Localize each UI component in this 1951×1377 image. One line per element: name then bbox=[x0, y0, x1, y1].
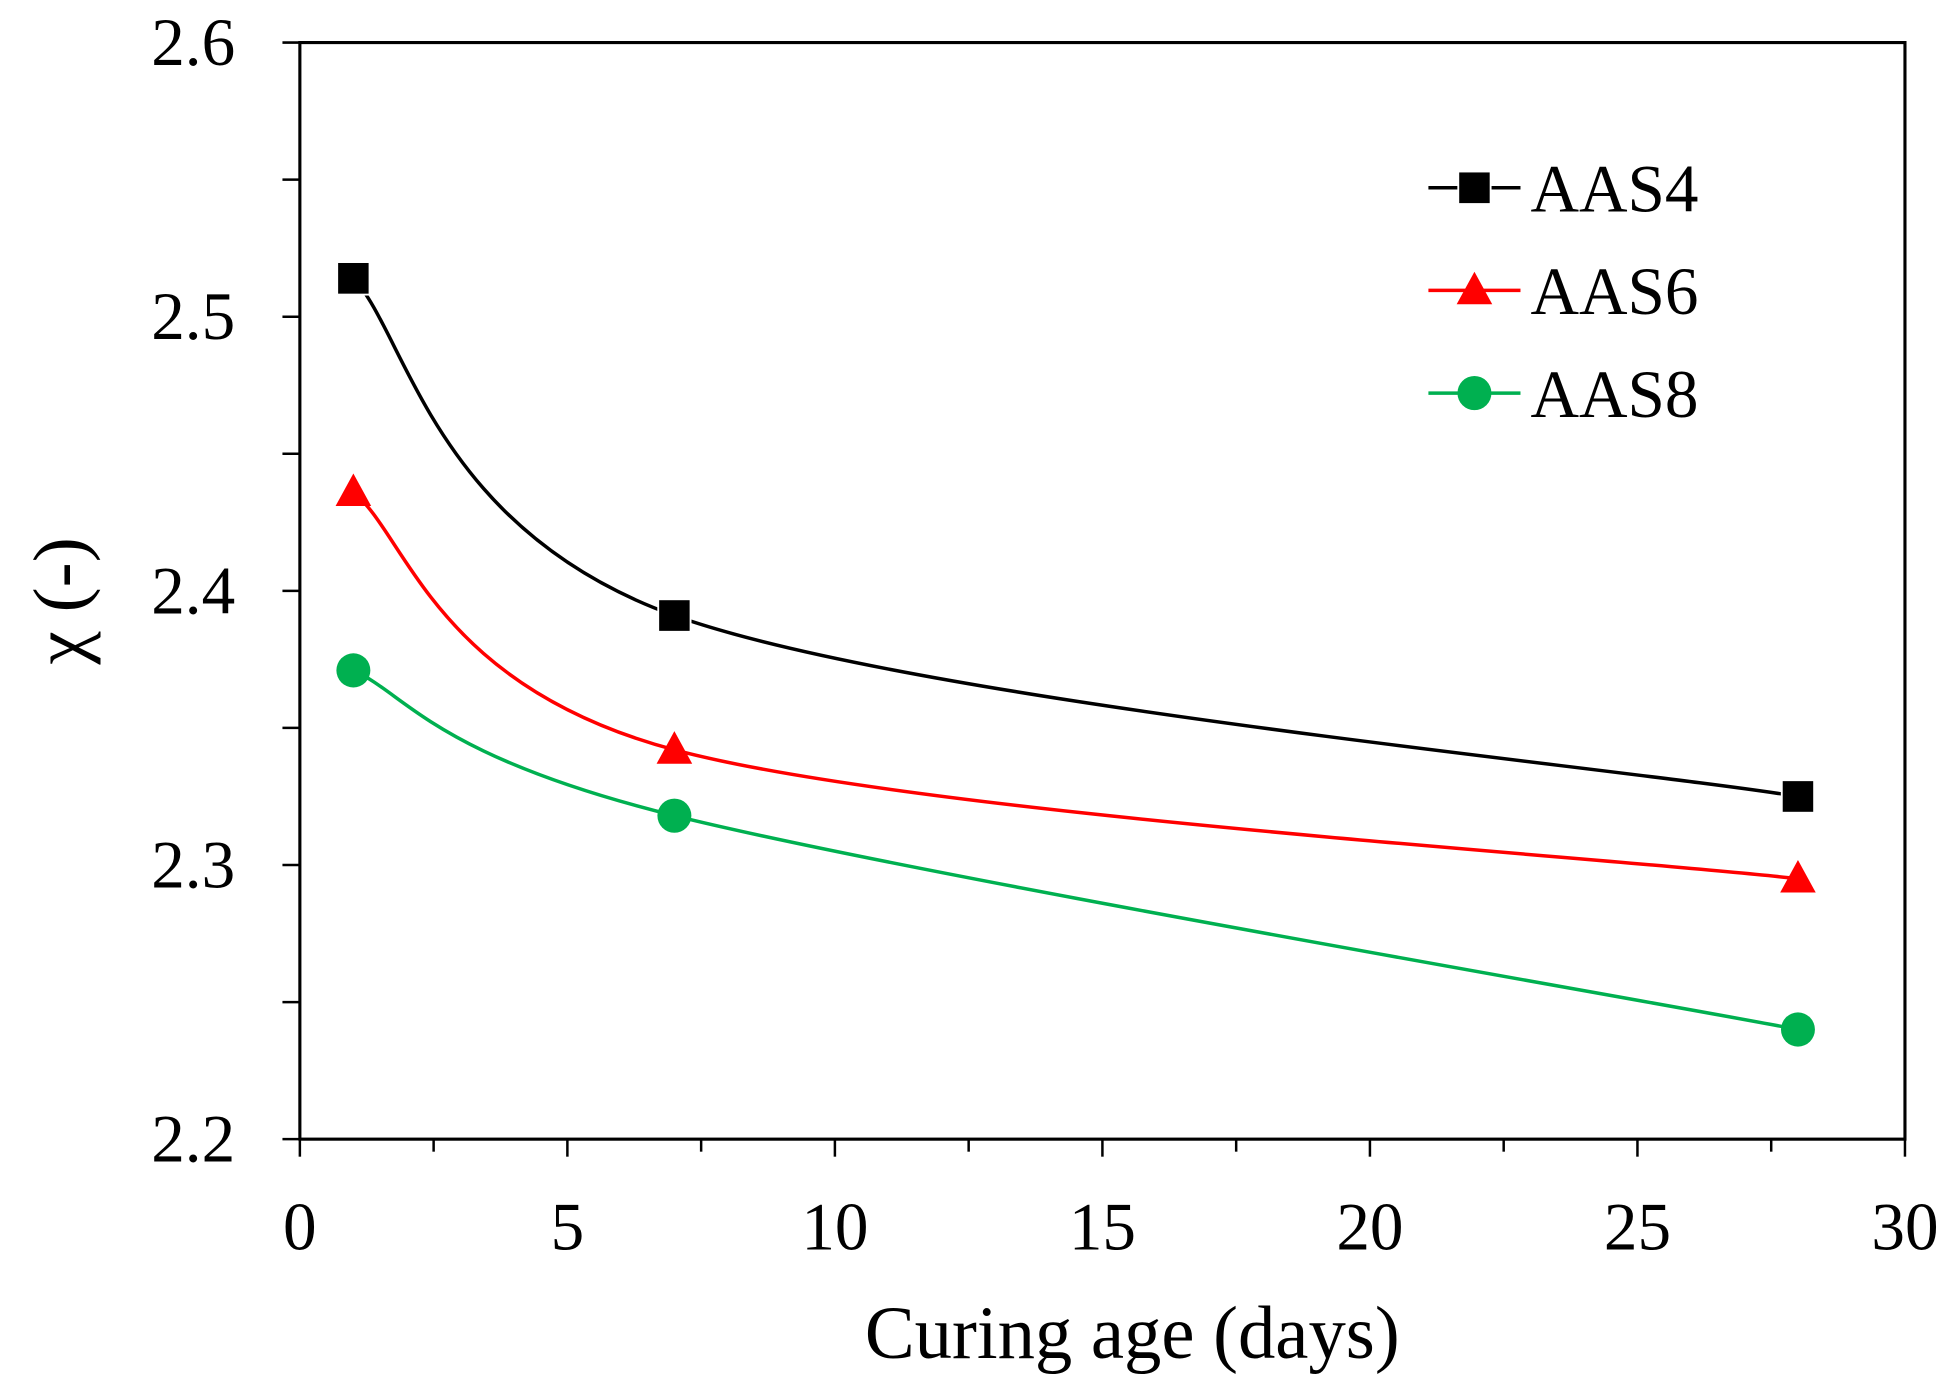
legend-label: AAS4 bbox=[1530, 151, 1698, 226]
legend-item-aas6: AAS6 bbox=[1428, 254, 1698, 329]
square-marker bbox=[336, 261, 371, 296]
square-marker bbox=[657, 598, 692, 633]
x-tick-label: 30 bbox=[1871, 1189, 1938, 1264]
triangle-marker bbox=[1456, 271, 1493, 305]
legend-label: AAS8 bbox=[1530, 357, 1698, 432]
series-aas8 bbox=[336, 653, 1815, 1047]
triangle-marker bbox=[335, 473, 372, 506]
x-tick-label: 25 bbox=[1604, 1189, 1671, 1264]
circle-marker bbox=[1457, 375, 1492, 411]
legend-item-aas4: AAS4 bbox=[1428, 151, 1698, 227]
y-tick-label: 2.5 bbox=[151, 279, 235, 354]
series-group bbox=[335, 261, 1816, 1047]
circle-marker bbox=[336, 653, 371, 688]
square-marker bbox=[1457, 170, 1492, 205]
x-tick-label: 0 bbox=[283, 1189, 317, 1264]
x-tick-label: 5 bbox=[551, 1189, 585, 1264]
series-line bbox=[352, 490, 1799, 881]
x-tick-label: 15 bbox=[1069, 1189, 1136, 1264]
series-line bbox=[352, 668, 1799, 1032]
series-line bbox=[352, 277, 1799, 799]
y-axis-label: χ (-) bbox=[19, 537, 102, 665]
x-tick-label: 10 bbox=[801, 1189, 868, 1264]
triangle-marker bbox=[656, 731, 693, 764]
legend-item-aas8: AAS8 bbox=[1428, 357, 1698, 432]
x-axis-label: Curing age (days) bbox=[865, 1292, 1400, 1375]
legend-label: AAS6 bbox=[1530, 254, 1698, 329]
y-tick-label: 2.4 bbox=[151, 553, 235, 628]
circle-marker bbox=[657, 798, 692, 833]
series-aas4 bbox=[336, 261, 1816, 814]
triangle-marker bbox=[1780, 859, 1816, 893]
series-aas6 bbox=[335, 473, 1816, 893]
axes: 0 5 10 15 20 25 30 2.2 2.3 2.4 2.5 2.6 bbox=[151, 5, 1938, 1264]
square-marker bbox=[1780, 779, 1816, 814]
x-tick-label: 20 bbox=[1336, 1189, 1403, 1264]
y-tick-label: 2.2 bbox=[151, 1102, 235, 1177]
circle-marker bbox=[1780, 1012, 1815, 1047]
y-tick-label: 2.6 bbox=[151, 5, 235, 80]
legend: AAS4 AAS6 AAS8 bbox=[1428, 151, 1698, 432]
y-tick-label: 2.3 bbox=[151, 827, 235, 902]
